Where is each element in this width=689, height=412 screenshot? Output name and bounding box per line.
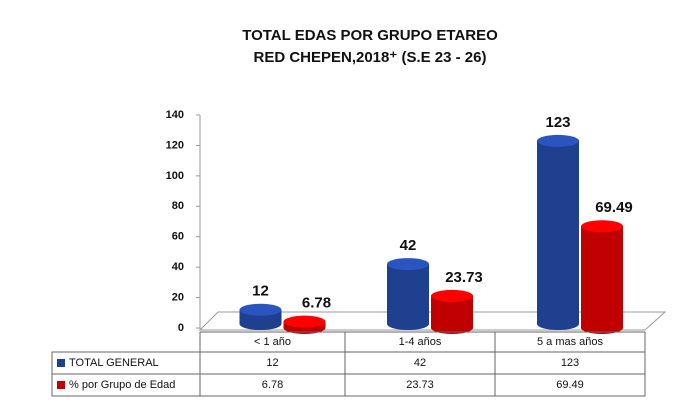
bar [537,134,579,330]
legend-swatch [57,381,65,389]
data-label: 123 [545,114,570,131]
table-value: 69.49 [556,379,584,391]
data-label: 12 [252,283,269,300]
bar-body [537,140,579,324]
bar [581,220,623,334]
table-value: 12 [266,357,278,369]
x-tick-label: 5 a mas años [537,336,604,348]
y-tick-label: 100 [166,170,184,182]
bar-body [581,226,623,328]
y-tick-label: 40 [172,261,184,273]
bar-bottom [581,322,623,334]
bar-top [283,315,326,328]
bar-top [387,258,429,271]
table-value: 123 [561,357,579,369]
y-tick-label: 0 [178,322,184,334]
bar [239,303,282,330]
legend-swatch [57,359,65,367]
data-label: 6.78 [302,295,331,312]
x-tick-label: 1-4 años [399,336,442,348]
bar [431,289,473,334]
legend-label: % por Grupo de Edad [69,379,175,391]
y-tick-label: 80 [172,200,184,212]
table-value: 23.73 [406,379,434,391]
y-tick-label: 20 [172,291,184,303]
chart-subtitle: RED CHEPEN,2018⁺ (S.E 23 - 26) [253,49,486,66]
bar [387,258,429,330]
chart-title: TOTAL EDAS POR GRUPO ETAREO [242,27,498,44]
data-label: 23.73 [445,269,483,286]
bar-body [387,264,429,324]
y-tick-label: 140 [166,109,184,121]
table-value: 6.78 [262,379,283,391]
data-label: 69.49 [595,199,633,216]
bar-top [431,289,473,302]
bar-bottom [239,318,282,330]
bar [283,315,326,334]
x-tick-label: < 1 año [254,336,291,348]
bar-top [537,134,579,147]
data-label: 42 [400,237,417,254]
y-tick-label: 120 [166,139,184,151]
legend-label: TOTAL GENERAL [69,357,159,369]
bar-bottom [431,322,473,334]
bar-bottom [387,318,429,330]
bar-top [581,220,623,233]
table-value: 42 [414,357,426,369]
bar-top [239,303,282,316]
y-tick-label: 60 [172,231,184,243]
bar-bottom [537,318,579,330]
